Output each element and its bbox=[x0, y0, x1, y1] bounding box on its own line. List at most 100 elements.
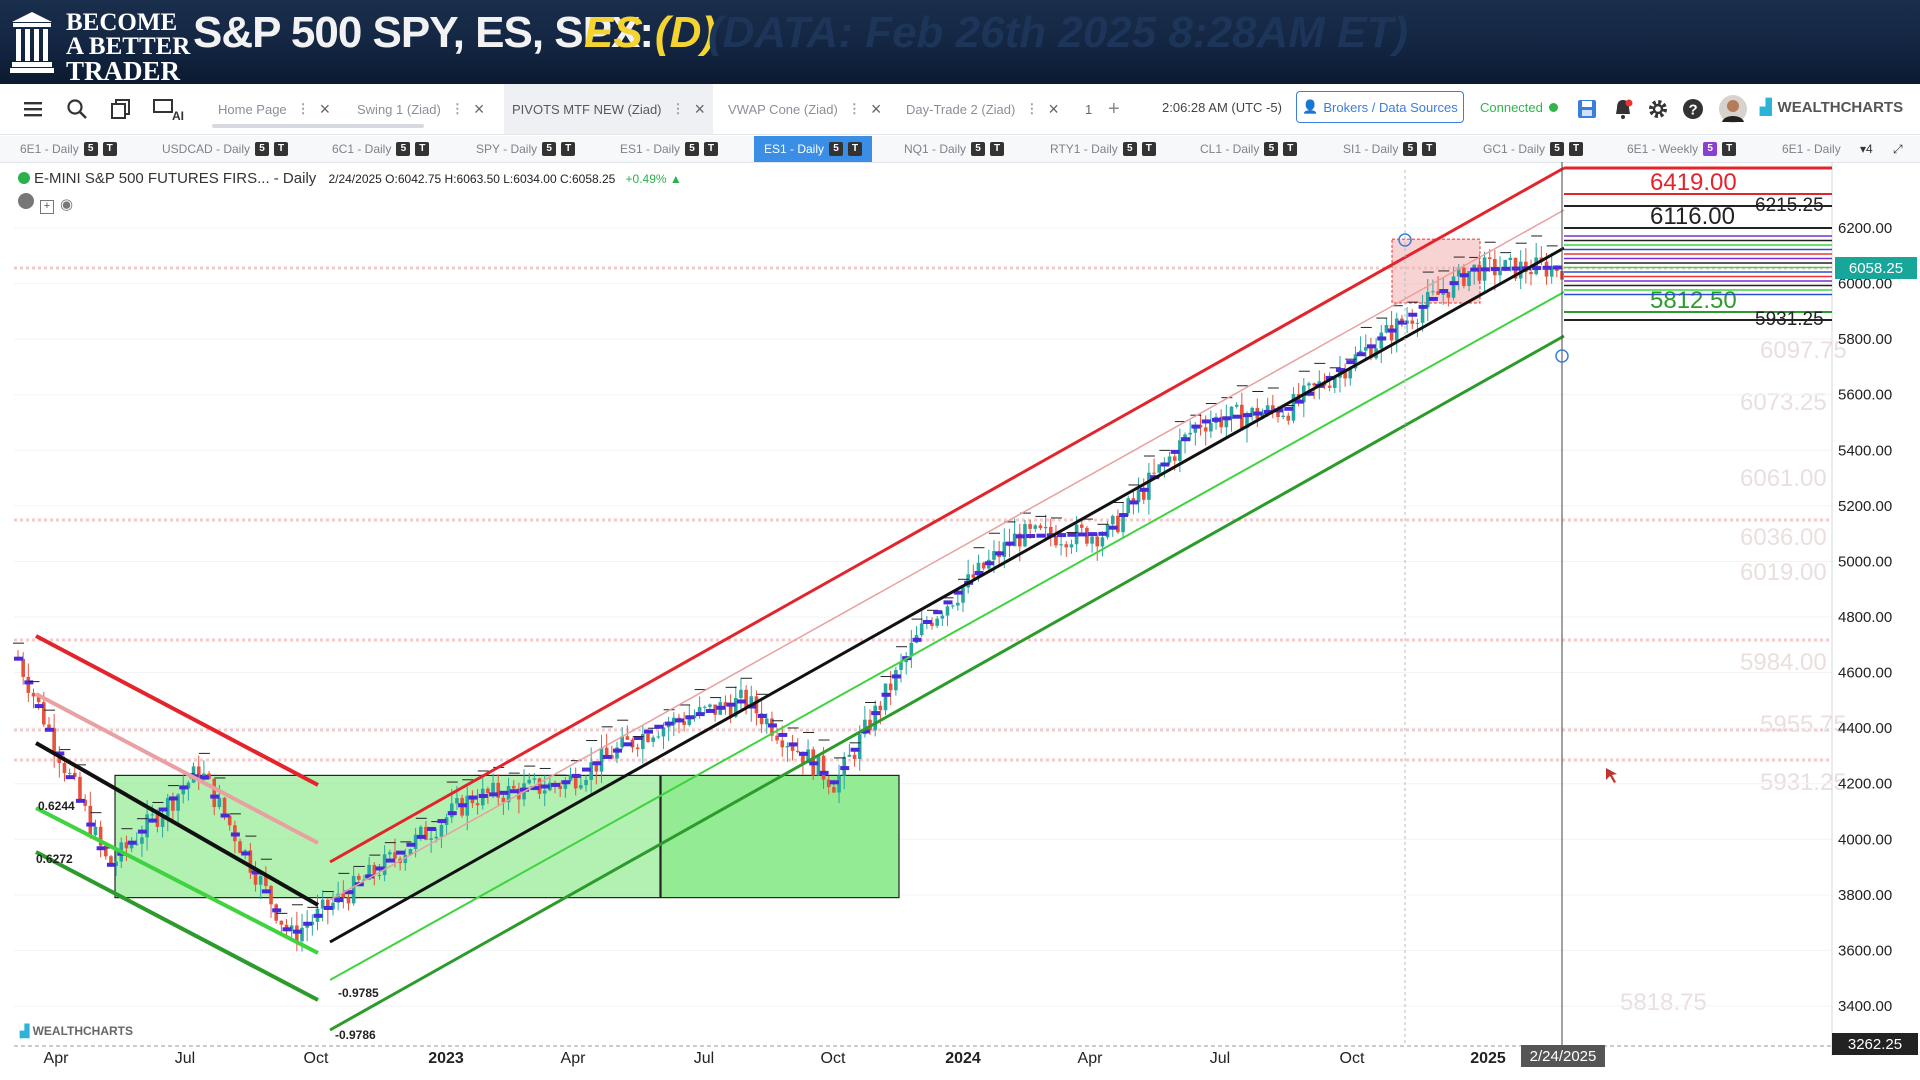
template-badge[interactable]: T bbox=[102, 142, 117, 156]
close-icon[interactable]: × bbox=[473, 98, 485, 119]
tab-home-page[interactable]: Home Page ⋮ × bbox=[218, 84, 330, 134]
template-badge[interactable]: T bbox=[1569, 142, 1584, 156]
chevron-down-icon: ▾ bbox=[1860, 142, 1867, 156]
symbol-tab-cl1-daily[interactable]: CL1 - Daily 5 T bbox=[1200, 136, 1298, 162]
tab-vwap-cone[interactable]: VWAP Cone (Ziad) ⋮ × bbox=[728, 84, 881, 134]
hide-indicators-icon[interactable] bbox=[18, 193, 34, 209]
tab-scrollbar[interactable] bbox=[212, 124, 424, 128]
link-badge[interactable]: 5 bbox=[971, 142, 986, 156]
tab-more-icon[interactable]: ⋮ bbox=[1025, 101, 1039, 116]
candle-body bbox=[816, 755, 821, 776]
symbol-tab-spy-daily[interactable]: SPY - Daily 5 T bbox=[476, 136, 576, 162]
symbol-tab-si1-daily[interactable]: SI1 - Daily 5 T bbox=[1343, 136, 1437, 162]
link-badge[interactable]: 5 bbox=[396, 142, 411, 156]
template-badge[interactable]: T bbox=[1283, 142, 1298, 156]
candle-body bbox=[449, 803, 454, 818]
connection-status: Connected bbox=[1480, 100, 1558, 115]
symbols-overflow[interactable]: ▾ 4 bbox=[1860, 136, 1873, 162]
candle-body bbox=[1487, 257, 1492, 259]
symbol-tab-gc1-daily[interactable]: GC1 - Daily 5 T bbox=[1483, 136, 1584, 162]
bell-icon[interactable] bbox=[1610, 96, 1636, 122]
save-icon[interactable] bbox=[1574, 96, 1600, 122]
link-badge[interactable]: 5 bbox=[1703, 142, 1718, 156]
candle-body bbox=[1229, 406, 1234, 420]
symbol-tab-6c1-daily[interactable]: 6C1 - Daily 5 T bbox=[332, 136, 430, 162]
candle-body bbox=[1456, 267, 1461, 277]
candle-body bbox=[909, 642, 914, 657]
candle-body bbox=[1028, 524, 1032, 529]
symbol-tab-6e1-weekly[interactable]: 6E1 - Weekly 5 T bbox=[1627, 136, 1737, 162]
tab-more-icon[interactable]: ⋮ bbox=[450, 101, 464, 116]
search-icon[interactable] bbox=[64, 96, 90, 122]
template-badge[interactable]: T bbox=[848, 142, 863, 156]
link-badge[interactable]: 5 bbox=[1403, 142, 1418, 156]
symbol-tab-rty1-daily[interactable]: RTY1 - Daily 5 T bbox=[1050, 136, 1156, 162]
symbol-tab-es1-daily[interactable]: ES1 - Daily 5 T bbox=[620, 136, 719, 162]
pivot-bar bbox=[757, 713, 767, 718]
template-badge[interactable]: T bbox=[415, 142, 430, 156]
avatar[interactable] bbox=[1718, 94, 1748, 124]
candle-body bbox=[1369, 347, 1373, 359]
template-badge[interactable]: T bbox=[1141, 142, 1156, 156]
candle-body bbox=[1431, 291, 1435, 293]
candle-body bbox=[749, 696, 754, 709]
tab-day-trade-2[interactable]: Day-Trade 2 (Ziad) ⋮ × bbox=[906, 84, 1059, 134]
link-badge[interactable]: 5 bbox=[1264, 142, 1279, 156]
pivot-bar bbox=[396, 850, 406, 855]
tab-swing-1[interactable]: Swing 1 (Ziad) ⋮ × bbox=[357, 84, 484, 134]
link-badge[interactable]: 5 bbox=[685, 142, 700, 156]
close-icon[interactable]: × bbox=[870, 98, 882, 119]
link-badge[interactable]: 5 bbox=[1550, 142, 1565, 156]
price-chart[interactable]: 6073.25 6061.00 6036.00 6019.00 5984.00 5955.… bbox=[0, 162, 1920, 1080]
ai-assistant-icon[interactable]: AI bbox=[152, 96, 192, 122]
link-badge[interactable]: 5 bbox=[542, 142, 557, 156]
candle-body bbox=[274, 904, 278, 921]
candle-body bbox=[1534, 257, 1538, 275]
close-icon[interactable]: × bbox=[694, 98, 706, 119]
close-icon[interactable]: × bbox=[1048, 98, 1059, 119]
template-badge[interactable]: T bbox=[1422, 142, 1437, 156]
symbol-tab-6e1-daily-2[interactable]: 6E1 - Daily bbox=[1782, 136, 1841, 162]
candle-body bbox=[367, 864, 371, 880]
link-badge[interactable]: 5 bbox=[829, 142, 844, 156]
link-badge[interactable]: 5 bbox=[83, 142, 98, 156]
add-tab-button[interactable]: + bbox=[1108, 97, 1120, 120]
candle-body bbox=[1410, 320, 1415, 324]
close-icon[interactable]: × bbox=[319, 98, 331, 119]
help-icon[interactable]: ? bbox=[1680, 96, 1706, 122]
candle-body bbox=[1389, 325, 1394, 341]
tab-more-icon[interactable]: ⋮ bbox=[847, 101, 861, 116]
pivot-bar bbox=[303, 921, 313, 926]
pivot-bar bbox=[65, 775, 75, 780]
brokers-data-sources-button[interactable]: 👤 Brokers / Data Sources bbox=[1296, 91, 1464, 123]
rising-channel-lower bbox=[329, 291, 1565, 981]
tab-more-icon[interactable]: ⋮ bbox=[296, 101, 310, 116]
demand-zone bbox=[114, 774, 661, 899]
tab-more-icon[interactable]: ⋮ bbox=[671, 101, 685, 116]
tab-overflow-count[interactable]: 1 bbox=[1085, 101, 1093, 117]
template-badge[interactable]: T bbox=[990, 142, 1005, 156]
pivot-bar bbox=[1377, 336, 1387, 341]
symbol-tab-6e1-daily[interactable]: 6E1 - Daily 5 T bbox=[20, 136, 117, 162]
candle-body bbox=[620, 736, 624, 748]
template-badge[interactable]: T bbox=[561, 142, 576, 156]
template-badge[interactable]: T bbox=[704, 142, 719, 156]
copy-layout-icon[interactable] bbox=[108, 96, 134, 122]
template-badge[interactable]: T bbox=[1722, 142, 1737, 156]
link-badge[interactable]: 5 bbox=[255, 142, 270, 156]
template-badge[interactable]: T bbox=[274, 142, 289, 156]
candle-body bbox=[1291, 394, 1296, 421]
pivot-bar bbox=[912, 637, 922, 642]
pivot-bar bbox=[1253, 411, 1263, 416]
gear-icon[interactable] bbox=[1645, 96, 1671, 122]
symbol-tab-usdcad-daily[interactable]: USDCAD - Daily 5 T bbox=[162, 136, 289, 162]
symbol-tab-es1-daily-active[interactable]: ES1 - Daily 5 T bbox=[754, 136, 873, 162]
fullscreen-icon[interactable]: ⤢ bbox=[1893, 141, 1903, 156]
pivot-bar bbox=[168, 796, 178, 801]
link-badge[interactable]: 5 bbox=[1122, 142, 1137, 156]
menu-icon[interactable] bbox=[20, 96, 46, 122]
symbol-tab-nq1-daily[interactable]: NQ1 - Daily 5 T bbox=[904, 136, 1005, 162]
add-indicator-icon[interactable]: + bbox=[40, 200, 54, 214]
tab-pivots-mtf-new[interactable]: PIVOTS MTF NEW (Ziad) ⋮ × bbox=[504, 84, 714, 134]
visibility-eye-icon[interactable]: ◉ bbox=[60, 196, 74, 213]
